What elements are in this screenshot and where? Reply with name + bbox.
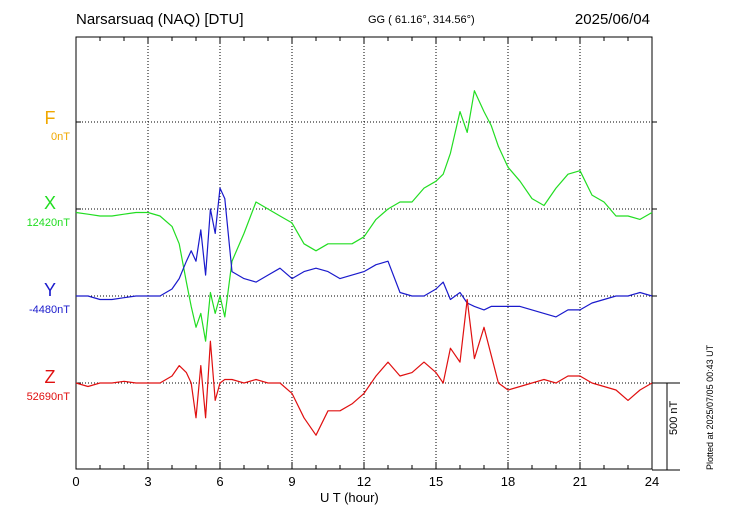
x-tick-label: 18 [500, 474, 516, 489]
scale-bar-label: 500 nT [668, 400, 680, 435]
component-z-label: Z [44, 367, 56, 387]
series-line-x [75, 90, 653, 342]
x-tick-label: 15 [428, 474, 444, 489]
geographic-coordinates: GG ( 61.16°, 314.56°) [368, 14, 475, 26]
component-z-baseline: 52690nT [26, 391, 70, 403]
x-axis-label: U T (hour) [320, 490, 379, 505]
x-tick-label: 9 [288, 474, 296, 489]
plotted-timestamp: Plotted at 2025/07/05 00:43 UT [705, 344, 715, 470]
plot-date: 2025/06/04 [574, 11, 650, 28]
component-y-baseline: -4480nT [29, 304, 70, 316]
component-x-label: X [43, 193, 56, 213]
station-title: Narsarsuaq (NAQ) [DTU] [76, 11, 244, 28]
x-tick-label: 21 [572, 474, 588, 489]
component-x-baseline: 12420nT [26, 217, 70, 229]
series-line-y [76, 187, 653, 318]
x-tick-label: 3 [144, 474, 152, 489]
x-tick-label: 24 [644, 474, 660, 489]
component-f-baseline: 0nT [51, 131, 70, 143]
x-tick-label: 0 [72, 474, 80, 489]
component-f-label: F [44, 108, 56, 128]
series-line-z [75, 298, 653, 436]
component-y-label: Y [43, 280, 56, 300]
x-tick-label: 12 [356, 474, 372, 489]
x-tick-label: 6 [216, 474, 224, 489]
